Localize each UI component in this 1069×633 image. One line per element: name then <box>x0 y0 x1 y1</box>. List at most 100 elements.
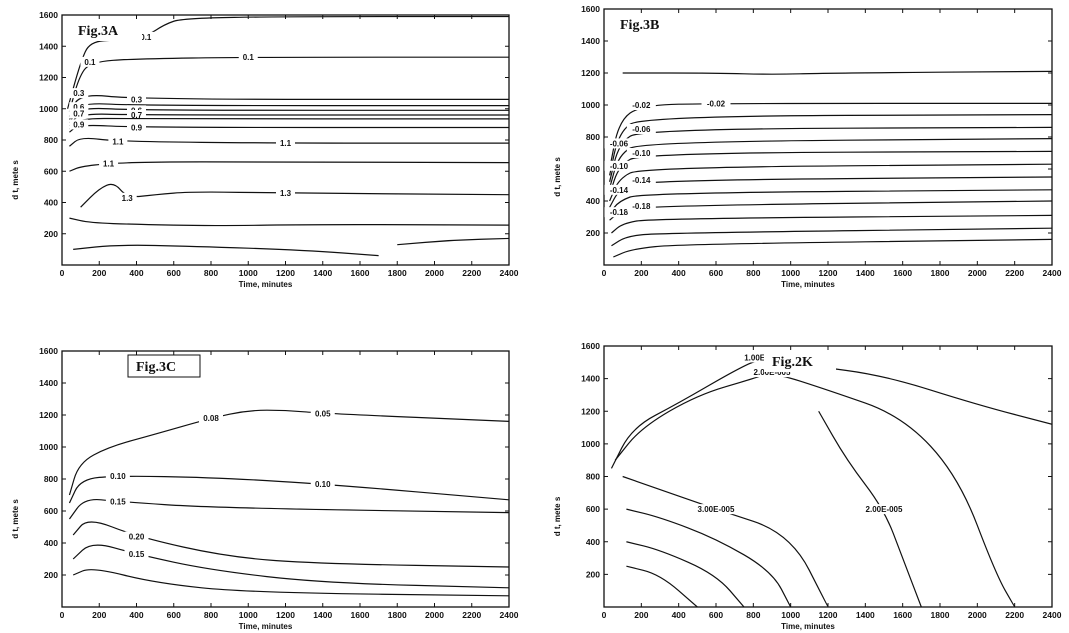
y-axis-label: d t, mete s <box>553 157 562 197</box>
x-tick-label: 2400 <box>500 610 519 620</box>
contour-label: 0.9 <box>73 120 85 129</box>
x-tick-label: 1000 <box>239 268 258 278</box>
x-tick-label: 2200 <box>462 610 481 620</box>
panel-label-box <box>764 350 836 372</box>
contour-label: 0.3 <box>73 89 85 98</box>
x-tick-label: 2400 <box>1043 610 1062 620</box>
contour-label-bg <box>604 184 634 195</box>
contour-label-bg <box>626 124 656 134</box>
y-axis-label: d t, mete s <box>11 499 20 539</box>
contour-label-bg <box>859 504 909 515</box>
contour-label-bg <box>310 478 335 489</box>
x-tick-label: 800 <box>204 610 218 620</box>
x-tick-label: 600 <box>167 268 181 278</box>
contour-label: 0.7 <box>131 111 143 120</box>
y-tick-label: 1000 <box>39 104 58 114</box>
contour-label: 1.1 <box>112 138 124 147</box>
y-tick-label: 800 <box>44 135 58 145</box>
x-tick-label: 2400 <box>1043 268 1062 278</box>
contour-label-bg <box>276 138 295 149</box>
contour-label-bg <box>626 175 656 186</box>
x-tick-label: 2000 <box>968 610 987 620</box>
x-tick-label: 1800 <box>388 610 407 620</box>
x-tick-label: 600 <box>167 610 181 620</box>
contour-line <box>613 238 1052 258</box>
contour-label-bg <box>117 192 137 203</box>
contour-line <box>609 138 1052 189</box>
y-tick-label: 800 <box>586 472 600 482</box>
x-tick-label: 0 <box>60 268 65 278</box>
contour-label: -0.10 <box>632 149 651 158</box>
x-tick-label: 1000 <box>781 268 800 278</box>
y-tick-label: 1200 <box>39 410 58 420</box>
x-tick-label: 2200 <box>462 268 481 278</box>
y-tick-label: 1600 <box>39 10 58 20</box>
y-axis-label: d t, mete s <box>11 160 20 200</box>
contour-label-bg <box>80 56 100 67</box>
panel-fig-3b: 0 200 400 600 800 1000 1200 1400 1600 1800 2000 220… <box>553 4 1062 289</box>
contour-label: -0.02 <box>707 99 726 108</box>
x-tick-label: 1800 <box>931 610 950 620</box>
contour-label: -0.18 <box>610 208 629 217</box>
panel-fig-3c: 0 200 400 600 800 1000 1200 1400 1600 1800 2000 220… <box>11 346 519 631</box>
contour-label: 2.00E-005 <box>866 505 903 514</box>
y-tick-label: 400 <box>44 538 58 548</box>
contour-label-bg <box>626 200 656 211</box>
x-tick-label: 1400 <box>856 268 875 278</box>
contour-label-bg <box>99 158 119 169</box>
contour-label: -0.18 <box>632 202 651 211</box>
x-tick-label: 200 <box>634 268 648 278</box>
x-tick-label: 2200 <box>1005 610 1024 620</box>
x-tick-label: 1600 <box>893 610 912 620</box>
x-tick-label: 2000 <box>425 268 444 278</box>
contour-line <box>611 214 1052 234</box>
x-tick-label: 1200 <box>819 610 838 620</box>
contour-label-bg <box>69 102 89 113</box>
contour-line <box>626 508 792 607</box>
x-tick-label: 600 <box>709 268 723 278</box>
x-tick-label: 1400 <box>856 610 875 620</box>
contour-label: -0.14 <box>632 176 651 185</box>
contour-label: 1.3 <box>280 189 292 198</box>
panel-label-box <box>70 19 142 41</box>
contour-label-bg <box>127 122 146 133</box>
contour-label-bg <box>738 352 788 363</box>
x-tick-label: 800 <box>204 268 218 278</box>
x-tick-label: 1800 <box>931 268 950 278</box>
contour-label-bg <box>124 531 149 542</box>
contour-label: 1.1 <box>103 159 115 168</box>
y-tick-label: 1000 <box>39 442 58 452</box>
x-tick-label: 800 <box>746 268 760 278</box>
x-tick-label: 200 <box>634 610 648 620</box>
contour-layer: 0.08 0.05 0.10 0.10 0.15 0.20 0.15 <box>68 408 509 597</box>
plot-frame <box>603 8 1053 266</box>
contour-label-bg <box>105 496 130 507</box>
x-tick-label: 1000 <box>239 610 258 620</box>
y-tick-label: 1400 <box>581 36 600 46</box>
x-tick-label: 2000 <box>425 610 444 620</box>
contour-label: 0.10 <box>315 480 331 489</box>
y-tick-label: 200 <box>44 570 58 580</box>
contour-label-bg <box>127 94 146 105</box>
contour-label: 2.00E-005 <box>754 368 791 377</box>
contour-label: -0.06 <box>632 125 651 134</box>
x-tick-label: 0 <box>602 268 607 278</box>
contour-label: 3.00E-005 <box>698 505 735 514</box>
contour-line <box>72 544 509 589</box>
contour-line <box>72 569 509 597</box>
panel-label: Fig.3A <box>78 24 119 39</box>
contour-line <box>72 521 509 568</box>
contour-label: -0.10 <box>610 162 629 171</box>
x-axis-label: Time, minutes <box>239 280 293 289</box>
contour-line <box>614 373 1016 607</box>
contour-label-bg <box>108 136 128 147</box>
contour-line <box>609 163 1052 202</box>
contour-line <box>609 176 1052 208</box>
x-tick-label: 1200 <box>276 610 295 620</box>
y-tick-label: 1600 <box>581 341 600 351</box>
contour-label-bg <box>701 98 731 109</box>
x-tick-label: 1600 <box>351 610 370 620</box>
contour-label: 0.9 <box>131 124 143 133</box>
contour-label-bg <box>604 160 634 171</box>
contour-label: 0.15 <box>129 550 145 559</box>
